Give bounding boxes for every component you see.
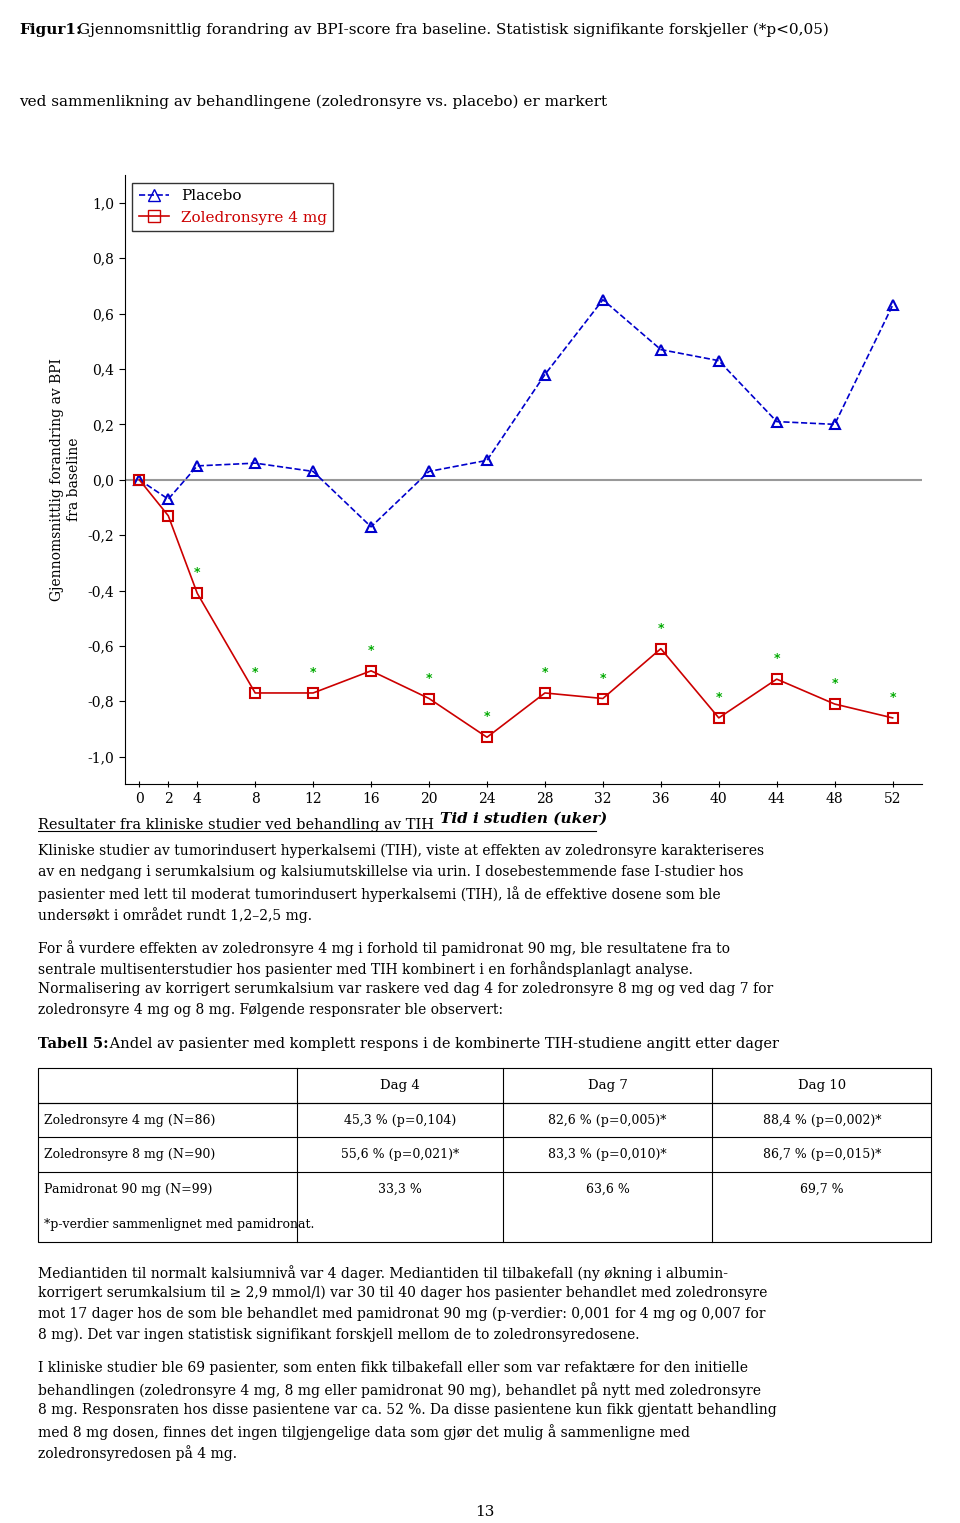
Text: 45,3 % (p=0,104): 45,3 % (p=0,104)	[344, 1113, 456, 1127]
Text: *: *	[484, 710, 491, 723]
Text: *: *	[368, 644, 374, 656]
Text: Kliniske studier av tumorindusert hyperkalsemi (TIH), viste at effekten av zoled: Kliniske studier av tumorindusert hyperk…	[38, 844, 764, 859]
Text: Pamidronat 90 mg (N=99): Pamidronat 90 mg (N=99)	[44, 1183, 212, 1196]
Text: ved sammenlikning av behandlingene (zoledronsyre vs. placebo) er markert: ved sammenlikning av behandlingene (zole…	[19, 94, 608, 108]
Text: 13: 13	[475, 1505, 494, 1520]
Text: zoledronsyre 4 mg og 8 mg. Følgende responsrater ble observert:: zoledronsyre 4 mg og 8 mg. Følgende resp…	[38, 1004, 503, 1017]
Text: 63,6 %: 63,6 %	[586, 1183, 630, 1196]
Text: 69,7 %: 69,7 %	[800, 1183, 844, 1196]
Text: Figur1:: Figur1:	[19, 23, 82, 37]
Text: 86,7 % (p=0,015)*: 86,7 % (p=0,015)*	[762, 1148, 881, 1161]
Text: med 8 mg dosen, finnes det ingen tilgjengelige data som gjør det mulig å sammenl: med 8 mg dosen, finnes det ingen tilgjen…	[38, 1424, 690, 1439]
Text: 8 mg). Det var ingen statistisk signifikant forskjell mellom de to zoledronsyred: 8 mg). Det var ingen statistisk signifik…	[38, 1328, 640, 1342]
Text: Dag 10: Dag 10	[798, 1078, 846, 1092]
Text: undersøkt i området rundt 1,2–2,5 mg.: undersøkt i området rundt 1,2–2,5 mg.	[38, 906, 312, 923]
Text: *: *	[774, 652, 780, 666]
Text: av en nedgang i serumkalsium og kalsiumutskillelse via urin. I dosebestemmende f: av en nedgang i serumkalsium og kalsiumu…	[38, 865, 744, 879]
Text: *: *	[715, 691, 722, 704]
Text: 8 mg. Responsraten hos disse pasientene var ca. 52 %. Da disse pasientene kun fi: 8 mg. Responsraten hos disse pasientene …	[38, 1403, 778, 1416]
Text: Zoledronsyre 4 mg (N=86): Zoledronsyre 4 mg (N=86)	[44, 1113, 215, 1127]
Text: behandlingen (zoledronsyre 4 mg, 8 mg eller pamidronat 90 mg), behandlet på nytt: behandlingen (zoledronsyre 4 mg, 8 mg el…	[38, 1383, 761, 1398]
Y-axis label: Gjennomsnittlig forandring av BPI
fra baseline: Gjennomsnittlig forandring av BPI fra ba…	[51, 358, 81, 602]
Text: *: *	[831, 678, 838, 690]
Text: *: *	[252, 666, 258, 679]
X-axis label: Tid i studien (uker): Tid i studien (uker)	[440, 812, 607, 825]
Text: Normalisering av korrigert serumkalsium var raskere ved dag 4 for zoledronsyre 8: Normalisering av korrigert serumkalsium …	[38, 982, 774, 996]
Text: Gjennomsnittlig forandring av BPI-score fra baseline. Statistisk signifikante fo: Gjennomsnittlig forandring av BPI-score …	[73, 23, 828, 37]
Text: Andel av pasienter med komplett respons i de kombinerte TIH-studiene angitt ette: Andel av pasienter med komplett respons …	[106, 1037, 780, 1051]
Text: *: *	[658, 621, 664, 635]
Text: Zoledronsyre 8 mg (N=90): Zoledronsyre 8 mg (N=90)	[44, 1148, 215, 1161]
Text: *: *	[600, 672, 606, 685]
Text: *p-verdier sammenlignet med pamidronat.: *p-verdier sammenlignet med pamidronat.	[44, 1218, 314, 1231]
Text: sentrale multisenterstudier hos pasienter med TIH kombinert i en forhåndsplanlag: sentrale multisenterstudier hos pasiente…	[38, 961, 693, 978]
Text: 33,3 %: 33,3 %	[378, 1183, 422, 1196]
Text: *: *	[426, 672, 432, 685]
Text: mot 17 dager hos de som ble behandlet med pamidronat 90 mg (p-verdier: 0,001 for: mot 17 dager hos de som ble behandlet me…	[38, 1307, 766, 1320]
Text: Resultater fra kliniske studier ved behandling av TIH: Resultater fra kliniske studier ved beha…	[38, 818, 434, 832]
Text: *: *	[194, 567, 201, 579]
Text: zoledronsyredosen på 4 mg.: zoledronsyredosen på 4 mg.	[38, 1445, 237, 1461]
Text: 83,3 % (p=0,010)*: 83,3 % (p=0,010)*	[548, 1148, 667, 1161]
Bar	[38, 1068, 931, 1241]
Text: *: *	[541, 666, 548, 679]
Text: *: *	[889, 691, 896, 704]
Text: *: *	[310, 666, 317, 679]
Text: I kliniske studier ble 69 pasienter, som enten fikk tilbakefall eller som var re: I kliniske studier ble 69 pasienter, som…	[38, 1362, 749, 1375]
Legend: Placebo, Zoledronsyre 4 mg: Placebo, Zoledronsyre 4 mg	[132, 183, 333, 230]
Text: pasienter med lett til moderat tumorindusert hyperkalsemi (TIH), lå de effektive: pasienter med lett til moderat tumorindu…	[38, 886, 721, 902]
Text: 55,6 % (p=0,021)*: 55,6 % (p=0,021)*	[341, 1148, 459, 1161]
Text: 88,4 % (p=0,002)*: 88,4 % (p=0,002)*	[762, 1113, 881, 1127]
Text: Dag 4: Dag 4	[380, 1078, 420, 1092]
Text: For å vurdere effekten av zoledronsyre 4 mg i forhold til pamidronat 90 mg, ble : For å vurdere effekten av zoledronsyre 4…	[38, 940, 731, 956]
Text: 82,6 % (p=0,005)*: 82,6 % (p=0,005)*	[548, 1113, 667, 1127]
Text: Tabell 5:: Tabell 5:	[38, 1037, 109, 1051]
Text: Dag 7: Dag 7	[588, 1078, 628, 1092]
Text: korrigert serumkalsium til ≥ 2,9 mmol/l) var 30 til 40 dager hos pasienter behan: korrigert serumkalsium til ≥ 2,9 mmol/l)…	[38, 1285, 768, 1301]
Text: Mediantiden til normalt kalsiumnivå var 4 dager. Mediantiden til tilbakefall (ny: Mediantiden til normalt kalsiumnivå var …	[38, 1264, 729, 1281]
